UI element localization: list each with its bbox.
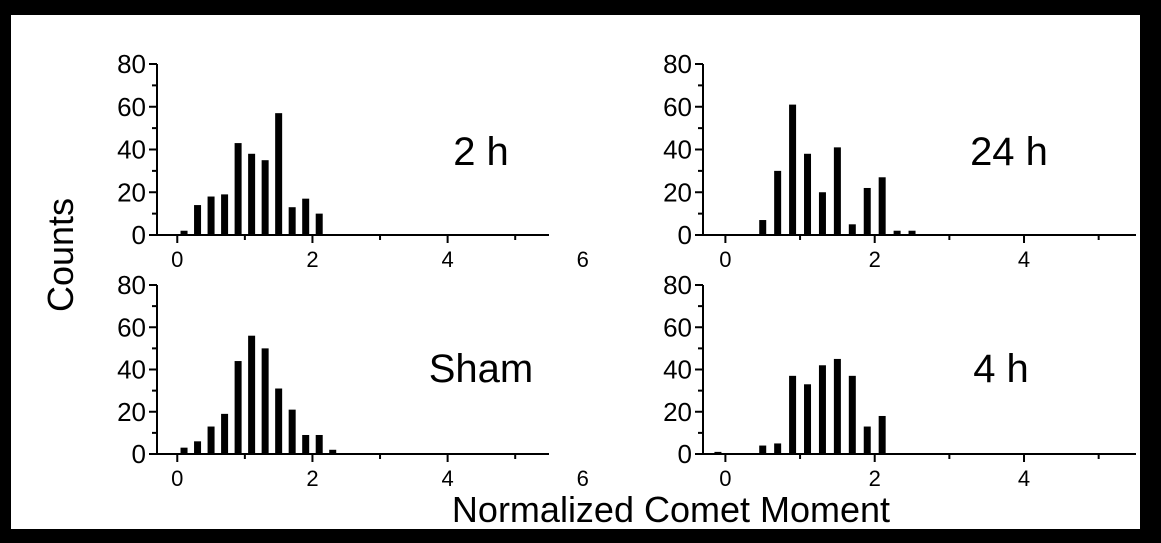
histogram-bar [789,375,797,454]
figure-frame: Counts Normalized Comet Moment 0 20 40 60 80… [8,12,1143,532]
histogram-bar [261,160,269,235]
y-tick-label: 80 [117,49,146,79]
x-tick-label: 4 [441,247,453,272]
panel-3: 0 20 40 60 80 0 2 4 6 Sham [117,270,589,491]
x-tick-label: 0 [171,466,183,491]
y-tick-label: 0 [132,220,146,250]
y-tick-label: 60 [663,312,692,342]
panel-label: 24 h [970,130,1048,174]
histogram-bar [234,143,242,235]
y-tick-label: 20 [663,177,692,207]
y-tick-label: 80 [663,49,692,79]
histogram-bar [774,170,782,235]
histogram-bar [878,177,886,235]
y-tick-label: 80 [663,270,692,300]
x-tick-label: 4 [1018,247,1030,272]
histogram-bar [759,220,767,235]
y-tick-label: 60 [117,312,146,342]
histogram-bar [194,441,202,454]
histogram-bar [302,198,310,235]
panel-4: 02040608002464 h [663,270,1136,491]
histogram-bar [804,384,812,454]
histogram-bar [833,358,841,454]
x-tick-label: 6 [577,466,589,491]
x-tick-label: 6 [577,247,589,272]
histogram-bar [288,207,296,235]
x-tick-label: 4 [1018,466,1030,491]
histogram-bar [302,434,310,454]
histogram-bar [848,375,856,454]
histogram-bar [207,196,215,235]
x-tick-label: 2 [869,247,881,272]
histogram-bar [848,224,856,235]
histogram-bar [288,409,296,454]
histogram-bar [275,113,283,235]
panel-label: 2 h [453,130,509,174]
histogram-bar [221,194,229,235]
histogram-bar [908,230,916,235]
histogram-bar [275,388,283,454]
y-tick-label: 0 [132,439,146,469]
histogram-bar [863,187,871,235]
histogram-bar [714,451,722,454]
histogram-bar [818,192,826,235]
histogram-bar [759,445,767,454]
histogram-bar [878,415,886,454]
histogram-bar [833,147,841,235]
histogram-bar [804,153,812,235]
x-tick-label: 4 [441,466,453,491]
y-tick-label: 40 [663,135,692,165]
y-tick-label: 40 [117,135,146,165]
panel-1: 0 20 40 60 80 0 2 4 6 2 h [117,49,589,272]
histogram-bar [774,443,782,454]
panel-2: 020406080024624 h [663,49,1136,272]
y-tick-label: 60 [663,92,692,122]
y-tick-label: 80 [117,270,146,300]
histogram-bar [818,365,826,454]
histogram-bar [221,413,229,454]
y-tick-label: 20 [663,397,692,427]
y-tick-label: 0 [678,439,692,469]
histogram-bar [315,434,323,454]
histogram-bar [248,335,256,454]
histogram-bar [180,447,188,454]
histogram-bar [315,213,323,235]
histogram-bar [234,361,242,454]
panel-label: Sham [429,347,534,391]
x-tick-label: 0 [719,247,731,272]
histogram-bar [789,104,797,235]
y-tick-label: 0 [678,220,692,250]
x-tick-label: 2 [306,247,318,272]
y-tick-label: 20 [117,177,146,207]
y-tick-label: 60 [117,92,146,122]
panel-label: 4 h [973,347,1029,391]
histogram-figure: Counts Normalized Comet Moment 020406080… [40,49,1136,529]
histogram-bar [329,449,337,454]
x-tick-label: 0 [171,247,183,272]
x-tick-label: 2 [869,466,881,491]
y-axis-title: Counts [40,198,81,312]
y-tick-label: 40 [663,355,692,385]
histogram-bar [863,426,871,454]
x-axis-title: Normalized Comet Moment [452,489,890,529]
y-tick-label: 40 [117,355,146,385]
histogram-bar [180,230,188,235]
histogram-bar [207,426,215,454]
histogram-bar [248,153,256,235]
x-tick-label: 0 [719,466,731,491]
histogram-bar [261,348,269,454]
x-tick-label: 2 [306,466,318,491]
y-tick-label: 20 [117,397,146,427]
histogram-bar [893,230,901,235]
histogram-bar [194,205,202,235]
